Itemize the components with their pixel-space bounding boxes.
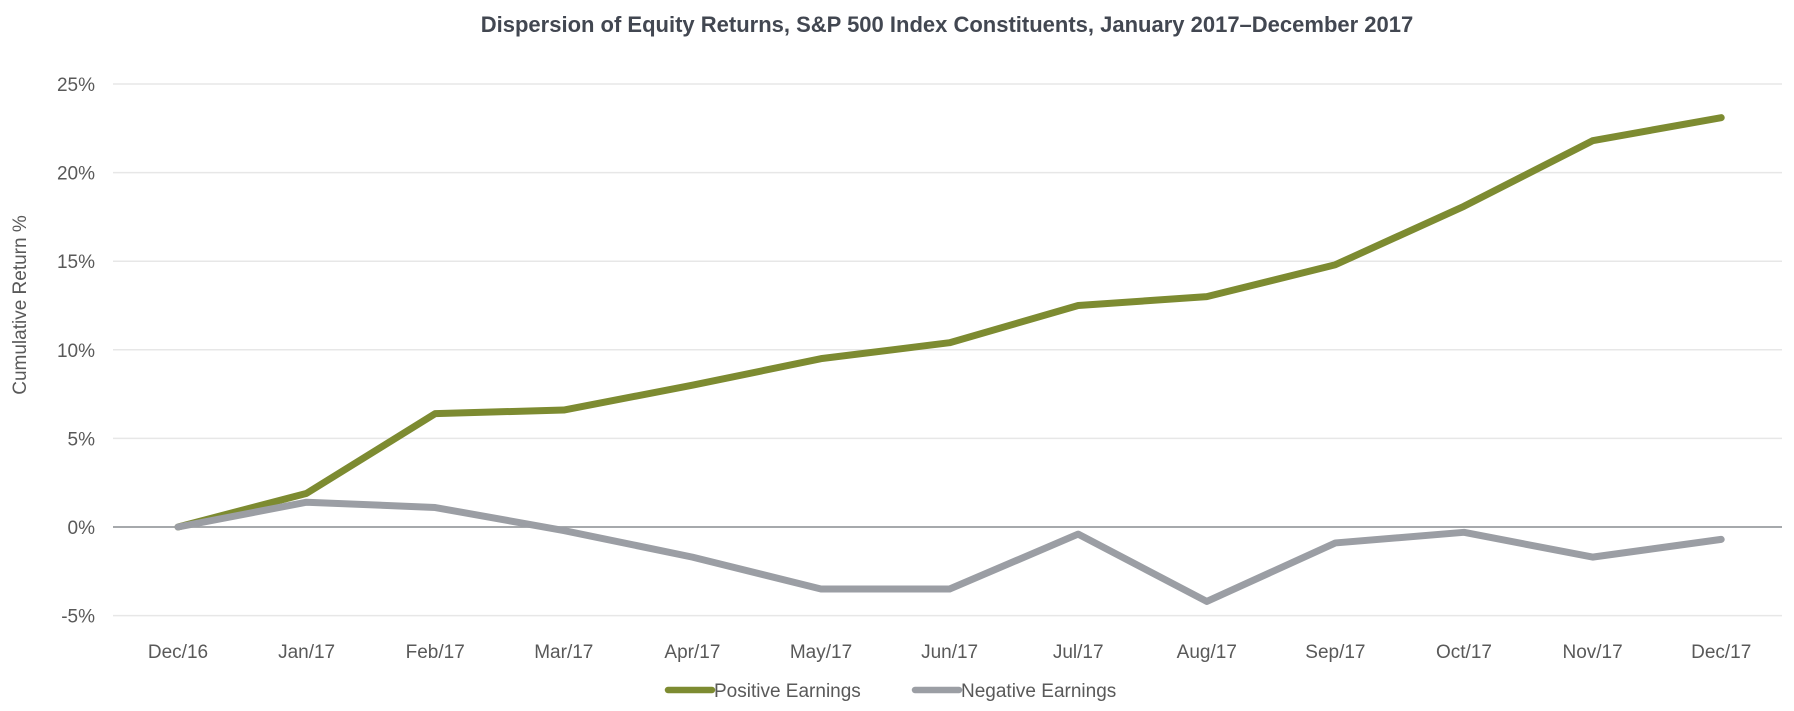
legend-item[interactable]: Negative Earnings <box>911 681 1116 702</box>
gridlines <box>113 83 1782 617</box>
legend-label: Negative Earnings <box>961 681 1116 702</box>
x-tick-label: Jan/17 <box>278 642 335 663</box>
series-lines <box>174 114 1725 605</box>
y-tick-labels: 25% 20% 15% 10% 5% 0% -5% <box>57 75 95 628</box>
y-tick-label: 25% <box>57 75 95 96</box>
legend-label: Positive Earnings <box>714 681 861 702</box>
x-tick-labels: Dec/16 Jan/17 Feb/17 Mar/17 Apr/17 May/17 Jun/… <box>148 642 1751 663</box>
x-tick-label: Apr/17 <box>664 642 720 663</box>
legend-item[interactable]: Positive Earnings <box>664 681 861 702</box>
y-tick-label: 10% <box>57 341 95 362</box>
series-line-positive-earnings <box>174 114 1725 531</box>
x-tick-label: Nov/17 <box>1562 642 1622 663</box>
y-tick-label: 0% <box>68 518 96 539</box>
x-tick-label: Mar/17 <box>534 642 593 663</box>
x-tick-label: Dec/16 <box>148 642 208 663</box>
series-line-negative-earnings <box>174 498 1725 605</box>
x-tick-label: Dec/17 <box>1691 642 1751 663</box>
x-tick-label: Jul/17 <box>1053 642 1104 663</box>
x-tick-label: Feb/17 <box>406 642 465 663</box>
x-tick-label: Sep/17 <box>1305 642 1365 663</box>
y-axis-title: Cumulative Return % <box>10 215 31 395</box>
y-tick-label: -5% <box>61 607 95 628</box>
y-tick-label: 20% <box>57 164 95 185</box>
x-tick-label: Aug/17 <box>1177 642 1237 663</box>
x-tick-label: May/17 <box>790 642 852 663</box>
chart-title: Dispersion of Equity Returns, S&P 500 In… <box>481 12 1414 37</box>
legend: Positive Earnings Negative Earnings <box>664 681 1116 702</box>
x-tick-label: Jun/17 <box>921 642 978 663</box>
y-tick-label: 5% <box>68 429 96 450</box>
y-tick-label: 15% <box>57 252 95 273</box>
x-tick-label: Oct/17 <box>1436 642 1492 663</box>
